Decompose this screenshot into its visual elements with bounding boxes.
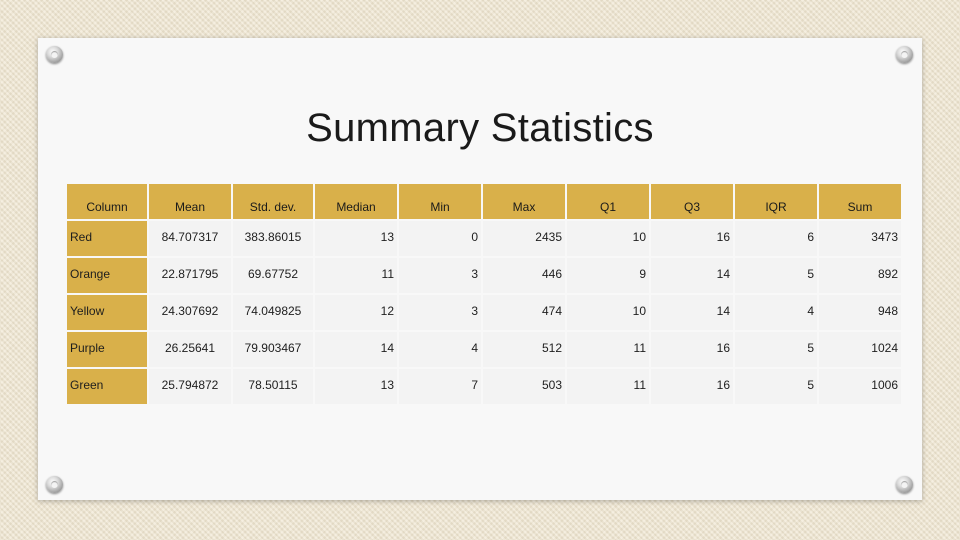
table-cell: 5: [735, 332, 817, 367]
table-cell: 84.707317: [149, 221, 231, 256]
column-header: Mean: [149, 184, 231, 219]
table-cell: 512: [483, 332, 565, 367]
table-cell: 10: [567, 221, 649, 256]
table-cell: 14: [315, 332, 397, 367]
table-row: Green 25.794872 78.50115 13 7 503 11 16 …: [67, 369, 901, 404]
pushpin-icon: [46, 476, 63, 493]
table-cell: 14: [651, 258, 733, 293]
table-cell: 14: [651, 295, 733, 330]
column-header: Column: [67, 184, 147, 219]
table-cell: 892: [819, 258, 901, 293]
table-cell: 10: [567, 295, 649, 330]
table-cell: 25.794872: [149, 369, 231, 404]
table-row: Red 84.707317 383.86015 13 0 2435 10 16 …: [67, 221, 901, 256]
table-cell: 5: [735, 369, 817, 404]
table-cell: 16: [651, 221, 733, 256]
table-cell: 503: [483, 369, 565, 404]
summary-statistics-table: Column Mean Std. dev. Median Min Max Q1 …: [65, 182, 903, 406]
table-cell: 13: [315, 221, 397, 256]
table-cell: 9: [567, 258, 649, 293]
table-cell: 2435: [483, 221, 565, 256]
table-cell: 383.86015: [233, 221, 313, 256]
row-label: Yellow: [67, 295, 147, 330]
table-cell: 22.871795: [149, 258, 231, 293]
table-cell: 0: [399, 221, 481, 256]
table-cell: 11: [567, 332, 649, 367]
column-header: IQR: [735, 184, 817, 219]
table-cell: 11: [567, 369, 649, 404]
table-cell: 11: [315, 258, 397, 293]
table-cell: 26.25641: [149, 332, 231, 367]
table-cell: 69.67752: [233, 258, 313, 293]
table-header-row: Column Mean Std. dev. Median Min Max Q1 …: [67, 184, 901, 219]
table-cell: 3: [399, 258, 481, 293]
table-cell: 16: [651, 332, 733, 367]
table-cell: 79.903467: [233, 332, 313, 367]
table-cell: 3: [399, 295, 481, 330]
column-header: Median: [315, 184, 397, 219]
table-row: Orange 22.871795 69.67752 11 3 446 9 14 …: [67, 258, 901, 293]
pushpin-icon: [896, 46, 913, 63]
slide-title: Summary Statistics: [306, 106, 654, 150]
table-cell: 1024: [819, 332, 901, 367]
column-header: Min: [399, 184, 481, 219]
table-cell: 4: [735, 295, 817, 330]
column-header: Max: [483, 184, 565, 219]
row-label: Green: [67, 369, 147, 404]
pushpin-icon: [896, 476, 913, 493]
table-cell: 446: [483, 258, 565, 293]
row-label: Orange: [67, 258, 147, 293]
table-cell: 13: [315, 369, 397, 404]
table-cell: 3473: [819, 221, 901, 256]
table-cell: 474: [483, 295, 565, 330]
table-cell: 74.049825: [233, 295, 313, 330]
table-cell: 7: [399, 369, 481, 404]
row-label: Purple: [67, 332, 147, 367]
table-cell: 78.50115: [233, 369, 313, 404]
table-cell: 4: [399, 332, 481, 367]
column-header: Q3: [651, 184, 733, 219]
table-cell: 6: [735, 221, 817, 256]
column-header: Sum: [819, 184, 901, 219]
table-cell: 12: [315, 295, 397, 330]
column-header: Std. dev.: [233, 184, 313, 219]
table-cell: 948: [819, 295, 901, 330]
pushpin-icon: [46, 46, 63, 63]
table-row: Purple 26.25641 79.903467 14 4 512 11 16…: [67, 332, 901, 367]
table-row: Yellow 24.307692 74.049825 12 3 474 10 1…: [67, 295, 901, 330]
row-label: Red: [67, 221, 147, 256]
table-cell: 1006: [819, 369, 901, 404]
column-header: Q1: [567, 184, 649, 219]
table-cell: 24.307692: [149, 295, 231, 330]
table-cell: 5: [735, 258, 817, 293]
table-cell: 16: [651, 369, 733, 404]
